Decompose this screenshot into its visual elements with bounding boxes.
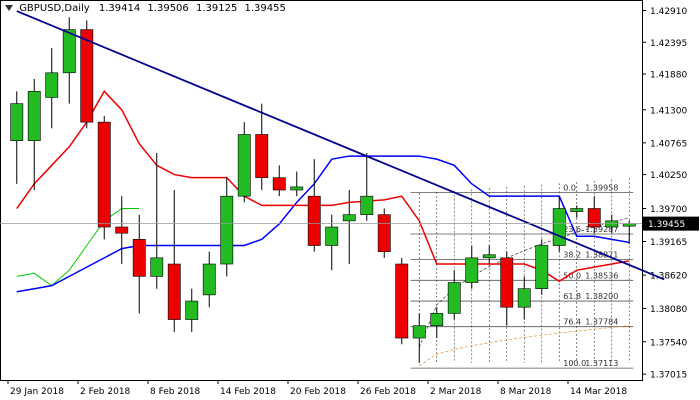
plot-frame: [0, 0, 643, 381]
y-tick-label: 1.37540: [650, 338, 687, 348]
candle-body: [412, 325, 426, 339]
green-ma-line: [16, 208, 140, 287]
trendline: [16, 10, 665, 281]
candle-body: [325, 226, 339, 246]
fib-level-value: 1.39958: [585, 184, 618, 193]
dropdown-triangle-icon: [5, 5, 13, 11]
x-tick-label: 29 Jan 2018: [10, 387, 64, 397]
y-tick-label: 1.42910: [650, 7, 687, 17]
chart-title: GBPUSD,Daily 1.39414 1.39506 1.39125 1.3…: [5, 3, 290, 14]
fib-level-label: 50.0: [563, 271, 581, 280]
candle-body: [290, 186, 304, 191]
candle-body: [500, 257, 514, 308]
y-tick-label: 1.37015: [650, 371, 687, 381]
candle-body: [167, 263, 181, 320]
current-price-tag: [643, 216, 699, 231]
low-value: 1.39125: [195, 3, 238, 14]
candle-body: [115, 226, 129, 234]
candle-body: [377, 214, 391, 252]
y-tick-label: 1.41300: [650, 106, 687, 116]
current-price-label: 1.39455: [648, 220, 685, 230]
candle-body: [342, 214, 356, 222]
fib-level-value: 1.38536: [585, 271, 618, 280]
candle-body: [97, 121, 111, 228]
candle-body: [360, 195, 374, 215]
close-value: 1.39455: [244, 3, 286, 14]
fib-level-value: 1.37784: [585, 318, 618, 327]
candle-body: [150, 257, 164, 277]
fib-level-label: 61.8: [563, 292, 581, 301]
y-tick-label: 1.42395: [650, 39, 687, 49]
candle-body: [587, 208, 601, 228]
red-ma-line: [16, 90, 630, 283]
candle-body: [570, 208, 584, 212]
candle-body: [622, 223, 636, 227]
x-tick-label: 14 Feb 2018: [220, 387, 276, 397]
open-value: 1.39414: [98, 3, 141, 14]
fib-level-label: 38.2: [563, 251, 581, 260]
fib-level-value: 1.37113: [585, 359, 618, 368]
fib-level-label: 76.4: [563, 318, 581, 327]
blue-ma-line: [16, 155, 630, 293]
y-tick-label: 1.39700: [650, 205, 687, 215]
symbol-label: GBPUSD,Daily: [19, 3, 90, 14]
x-tick-label: 14 Mar 2018: [570, 387, 627, 397]
x-tick-label: 2 Feb 2018: [80, 387, 131, 397]
y-tick-label: 1.41880: [650, 71, 687, 81]
candle-body: [10, 103, 24, 141]
x-tick-label: 20 Feb 2018: [290, 387, 346, 397]
candle-body: [62, 29, 76, 74]
candle-body: [465, 257, 479, 283]
x-tick-label: 26 Feb 2018: [360, 387, 416, 397]
x-tick-label: 8 Mar 2018: [500, 387, 552, 397]
candle-body: [307, 195, 321, 246]
fib-level-value: 1.39287: [585, 225, 618, 234]
high-value: 1.39506: [147, 3, 189, 14]
candle-body: [482, 254, 496, 259]
candle-body: [237, 134, 251, 197]
fib-level-label: 23.6: [563, 225, 581, 234]
candle-body: [430, 313, 444, 327]
candle-body: [27, 90, 41, 141]
fib-arc-lower: [419, 325, 630, 367]
x-tick-label: 2 Mar 2018: [430, 387, 482, 397]
y-tick-label: 1.40765: [650, 139, 687, 149]
fib-level-value: 1.38200: [585, 292, 618, 301]
candle-body: [45, 72, 59, 98]
candle-body: [552, 208, 566, 246]
candle-body: [395, 263, 409, 339]
candle-body: [272, 177, 286, 191]
fib-level-value: 1.38871: [585, 251, 618, 260]
candle-body: [447, 282, 461, 314]
candle-body: [220, 195, 234, 265]
candle-body: [202, 263, 216, 296]
candle-body: [517, 288, 531, 308]
candle-body: [132, 239, 146, 277]
y-tick-label: 1.38080: [650, 305, 687, 315]
candle-body: [185, 300, 199, 320]
y-tick-label: 1.39165: [650, 238, 687, 248]
candle-body: [535, 245, 549, 290]
fib-level-label: 100.0: [563, 359, 586, 368]
candle-body: [255, 134, 269, 178]
x-tick-label: 8 Feb 2018: [150, 387, 201, 397]
y-tick-label: 1.40250: [650, 171, 687, 181]
y-tick-label: 1.38620: [650, 272, 687, 282]
candle-body: [80, 29, 94, 123]
fib-level-label: 0.0: [563, 184, 576, 193]
